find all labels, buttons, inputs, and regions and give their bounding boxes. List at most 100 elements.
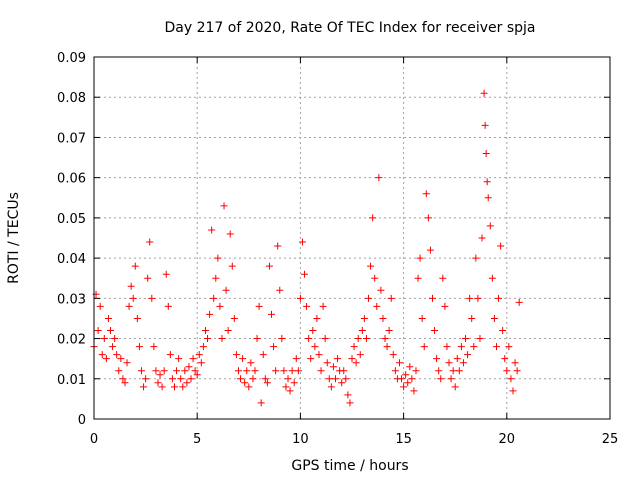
data-point <box>303 302 311 310</box>
data-point <box>111 335 119 343</box>
data-point <box>400 383 408 391</box>
data-point <box>109 343 117 351</box>
data-point <box>170 383 178 391</box>
data-point <box>391 367 399 375</box>
data-point <box>173 367 181 375</box>
data-point <box>445 359 453 367</box>
data-point <box>472 254 480 262</box>
data-point <box>224 327 232 335</box>
data-point <box>420 343 428 351</box>
data-point <box>131 262 139 270</box>
axis-ticks: 0 5 10 15 20 25 0 0.01 0.02 0.03 0.04 0.05 0.06 0.07 0… <box>57 51 618 447</box>
data-point <box>259 351 267 359</box>
data-point <box>451 383 459 391</box>
y-tick-label: 0.02 <box>57 333 86 348</box>
data-point <box>261 375 269 383</box>
data-point <box>412 367 420 375</box>
data-point <box>290 379 298 387</box>
data-point <box>449 367 457 375</box>
data-point <box>513 367 521 375</box>
data-point <box>175 355 183 363</box>
data-point <box>466 294 474 302</box>
data-point <box>305 335 313 343</box>
data-point <box>418 314 426 322</box>
y-tick-label: 0.07 <box>57 131 86 146</box>
data-point <box>515 298 523 306</box>
data-point <box>470 343 478 351</box>
data-point <box>237 375 245 383</box>
data-point <box>495 294 503 302</box>
data-point <box>286 387 294 395</box>
data-point <box>212 274 220 282</box>
data-point <box>226 230 234 238</box>
data-point <box>490 314 498 322</box>
data-point <box>133 314 141 322</box>
data-point <box>381 335 389 343</box>
y-tick-label: 0.08 <box>57 91 86 106</box>
data-point <box>247 359 255 367</box>
data-point <box>481 121 489 129</box>
data-point <box>160 367 168 375</box>
data-point <box>189 355 197 363</box>
data-point <box>311 343 319 351</box>
data-point <box>296 294 304 302</box>
data-point <box>459 359 467 367</box>
data-point <box>179 383 187 391</box>
data-point <box>210 294 218 302</box>
data-point <box>377 286 385 294</box>
data-point <box>356 351 364 359</box>
data-point <box>325 375 333 383</box>
data-point <box>398 375 406 383</box>
data-point <box>284 375 292 383</box>
data-point <box>117 355 125 363</box>
data-point <box>344 391 352 399</box>
y-axis-label: ROTI / TECUs <box>6 192 22 284</box>
data-point <box>298 238 306 246</box>
data-point <box>127 282 135 290</box>
data-point <box>144 274 152 282</box>
data-point <box>274 242 282 250</box>
data-point <box>439 274 447 282</box>
data-point <box>431 327 439 335</box>
data-point <box>315 351 323 359</box>
data-point <box>486 222 494 230</box>
x-tick-label: 0 <box>90 432 98 447</box>
y-tick-label: 0.03 <box>57 292 86 307</box>
data-point <box>455 367 463 375</box>
data-point <box>408 375 416 383</box>
y-tick-label: 0.05 <box>57 212 86 227</box>
data-point <box>422 190 430 198</box>
data-point <box>218 335 226 343</box>
data-point <box>484 194 492 202</box>
data-point <box>331 375 339 383</box>
data-point <box>220 202 228 210</box>
data-point <box>251 367 259 375</box>
x-tick-label: 5 <box>193 432 201 447</box>
data-point <box>350 343 358 351</box>
data-point <box>507 375 515 383</box>
data-point <box>154 379 162 387</box>
data-point <box>340 367 348 375</box>
data-point <box>395 359 403 367</box>
data-point <box>107 327 115 335</box>
data-point <box>146 238 154 246</box>
data-point <box>362 335 370 343</box>
data-point <box>270 343 278 351</box>
data-point <box>307 355 315 363</box>
data-point <box>230 314 238 322</box>
data-point <box>319 302 327 310</box>
y-tick-label: 0.09 <box>57 51 86 66</box>
data-point <box>497 242 505 250</box>
data-point <box>334 355 342 363</box>
data-point <box>457 343 465 351</box>
data-point <box>140 383 148 391</box>
data-point <box>164 302 172 310</box>
data-point <box>352 359 360 367</box>
data-point <box>488 274 496 282</box>
data-point <box>166 351 174 359</box>
data-point <box>183 379 191 387</box>
x-tick-label: 20 <box>499 432 516 447</box>
data-point <box>433 355 441 363</box>
data-point <box>113 351 121 359</box>
data-point <box>348 355 356 363</box>
